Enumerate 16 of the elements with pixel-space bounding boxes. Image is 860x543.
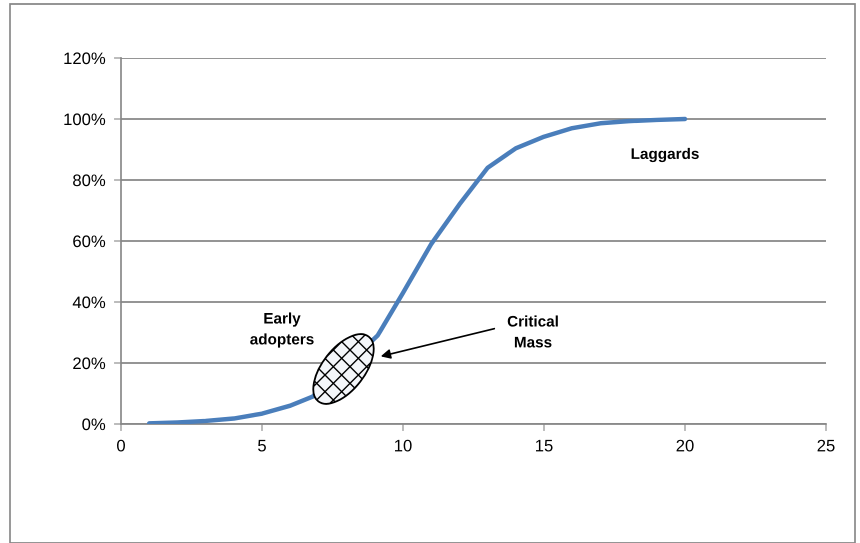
y-tick-label: 60%	[73, 235, 106, 248]
y-tick-label: 120%	[64, 52, 106, 64]
x-tick-label: 5	[258, 440, 266, 452]
annotation: Critical Mass	[508, 315, 558, 348]
y-tick-label: 80%	[73, 174, 106, 186]
x-tick-label: 10	[395, 440, 412, 452]
x-tick-label: 15	[536, 440, 553, 452]
y-tick-label: 40%	[72, 296, 106, 308]
x-tick-label: 25	[818, 440, 835, 452]
x-tick-label: 20	[676, 440, 694, 452]
annotation: Early adopters	[250, 312, 314, 348]
annotation: Laggards	[632, 148, 699, 162]
x-tick-label: 0	[117, 440, 125, 452]
y-tick-label: 0%	[82, 418, 106, 430]
y-tick-label: 20%	[73, 357, 106, 370]
y-tick-label: 100%	[64, 113, 106, 126]
